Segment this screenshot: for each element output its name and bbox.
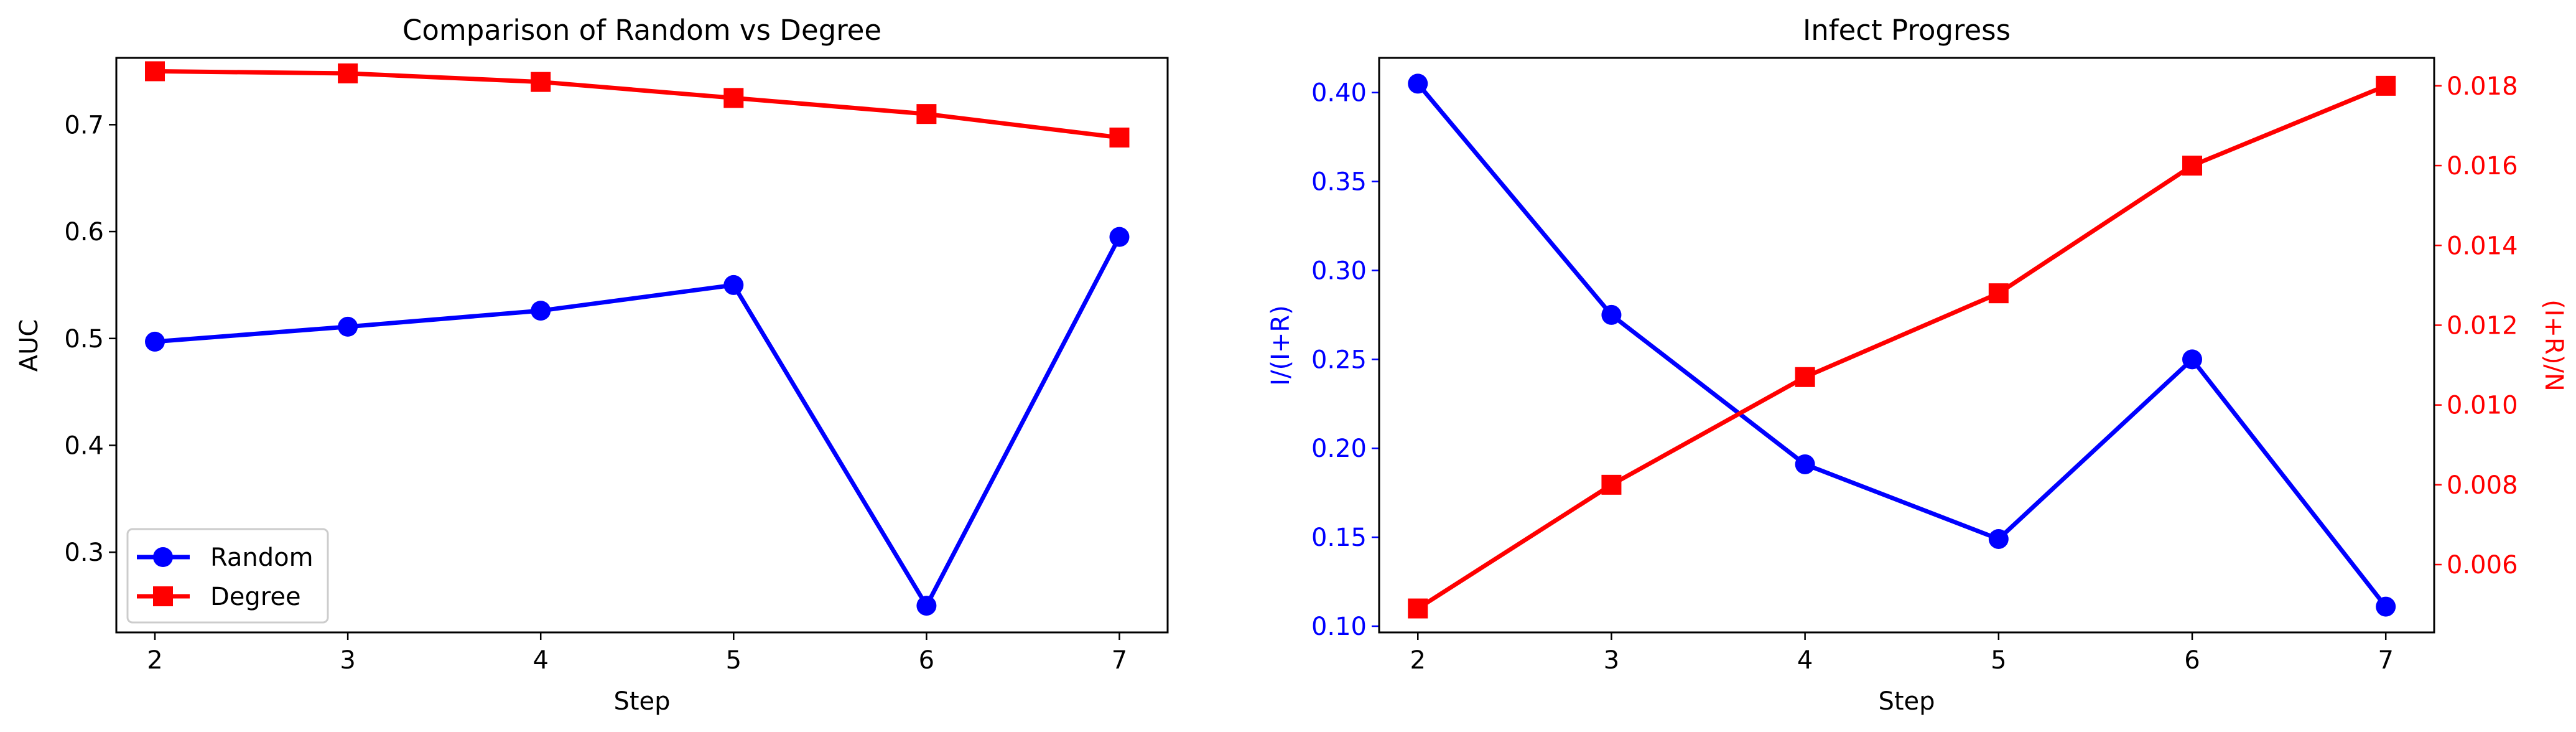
series-line xyxy=(154,236,1122,608)
legend-degree-label: Degree xyxy=(210,583,301,611)
y-tick-label: 0.10 xyxy=(1311,612,1367,641)
y-right-tick-label: 0.012 xyxy=(2447,311,2518,340)
right-plot-area: 2 3 4 5 6 7 0.10 0.15 0.20 0.25 0.30 0.35 0.40 0.006 0… xyxy=(1311,57,2518,675)
x-tick-label: 3 xyxy=(340,646,355,675)
data-point-square xyxy=(1795,367,1815,387)
left-y-axis-label: AUC xyxy=(15,319,44,372)
y-right-tick-label: 0.014 xyxy=(2447,232,2518,260)
data-point-circle xyxy=(1109,227,1130,247)
y-right-tick-label: 0.010 xyxy=(2447,392,2518,420)
y-tick-label: 0.40 xyxy=(1311,79,1367,108)
series-line xyxy=(1416,82,2388,608)
data-point-circle xyxy=(1408,73,1428,94)
y-tick-label: 0.3 xyxy=(64,538,104,567)
auc-comparison-chart: Comparison of Random vs Degree Step AUC … xyxy=(15,14,1169,716)
y-right-tick-label: 0.018 xyxy=(2447,72,2518,101)
y-tick-label: 0.6 xyxy=(64,218,104,246)
y-tick-label: 0.20 xyxy=(1311,434,1367,463)
right-x-axis-label: Step xyxy=(1878,687,1935,716)
data-point-circle xyxy=(145,331,165,352)
x-tick-label: 3 xyxy=(1604,646,1619,675)
data-point-circle xyxy=(531,301,551,321)
y-tick-label: 0.25 xyxy=(1311,345,1367,374)
data-point-circle xyxy=(2182,349,2203,370)
data-point-square xyxy=(2182,156,2203,176)
y-tick-label: 0.5 xyxy=(64,325,104,354)
y-right-tick-label: 0.016 xyxy=(2447,152,2518,181)
data-point-circle xyxy=(1795,454,1815,474)
y-tick-label: 0.7 xyxy=(64,111,104,139)
x-tick-label: 4 xyxy=(532,646,548,675)
series-line xyxy=(154,68,1120,140)
x-tick-label: 2 xyxy=(1410,646,1426,675)
series-line xyxy=(1416,83,2387,611)
right-y-axis-label-right: (I+R)/N xyxy=(2539,299,2568,392)
left-chart-title: Comparison of Random vs Degree xyxy=(402,14,881,47)
data-point-circle xyxy=(2376,596,2396,617)
y-tick-label: 0.35 xyxy=(1311,168,1367,197)
data-point-circle xyxy=(1988,528,2009,549)
x-tick-label: 7 xyxy=(2378,646,2393,675)
data-point-square xyxy=(338,63,358,83)
data-point-circle xyxy=(338,316,358,337)
x-tick-label: 2 xyxy=(147,646,162,675)
x-tick-label: 5 xyxy=(1991,646,2006,675)
legend-degree-marker xyxy=(153,586,173,606)
data-point-square xyxy=(723,88,744,108)
plot-frame xyxy=(1378,57,2435,634)
right-chart-title: Infect Progress xyxy=(1803,14,2011,47)
x-tick-label: 4 xyxy=(1797,646,1813,675)
y-tick-label: 0.15 xyxy=(1311,523,1367,552)
x-tick-label: 5 xyxy=(726,646,742,675)
y-tick-label: 0.30 xyxy=(1311,256,1367,285)
data-point-square xyxy=(1109,127,1130,148)
data-point-square xyxy=(1988,283,2009,304)
y-right-tick-label: 0.006 xyxy=(2447,551,2518,580)
data-point-square xyxy=(1601,474,1622,495)
data-point-circle xyxy=(723,274,744,295)
legend-random-marker xyxy=(153,547,173,567)
data-point-square xyxy=(916,104,937,124)
legend-frame xyxy=(126,528,329,624)
left-legend: Random Degree xyxy=(126,528,329,624)
infect-progress-chart: Infect Progress Step I/(I+R) (I+R)/N 2 3 4… xyxy=(1267,14,2568,716)
right-y-axis-label-left: I/(I+R) xyxy=(1267,305,1295,386)
legend-random-label: Random xyxy=(210,543,314,572)
y-right-tick-label: 0.008 xyxy=(2447,471,2518,500)
data-point-square xyxy=(1408,598,1428,619)
data-point-circle xyxy=(916,596,937,616)
data-point-square xyxy=(531,72,551,92)
left-x-axis-label: Step xyxy=(613,687,670,716)
data-point-square xyxy=(145,61,165,82)
data-point-square xyxy=(2376,75,2396,96)
plot-frame xyxy=(115,57,1169,634)
y-tick-label: 0.4 xyxy=(64,431,104,460)
x-tick-label: 6 xyxy=(2184,646,2200,675)
left-plot-area: 2 3 4 5 6 7 0.3 0.4 0.5 0.6 0.7 xyxy=(64,57,1169,675)
x-tick-label: 7 xyxy=(1112,646,1127,675)
x-tick-label: 6 xyxy=(919,646,934,675)
data-point-circle xyxy=(1601,304,1622,325)
